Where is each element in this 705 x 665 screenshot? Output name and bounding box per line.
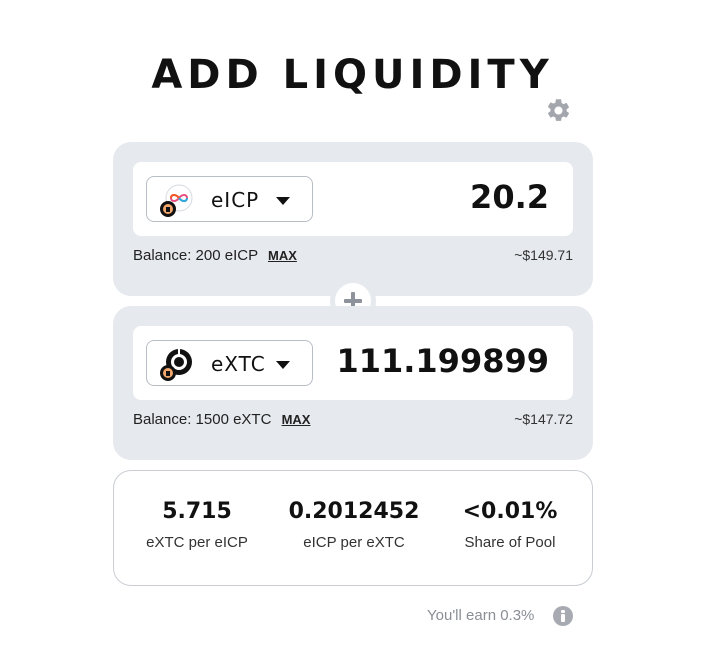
stat-label: Share of Pool [464, 534, 556, 551]
token-b-card: eXTC Balance: 1500 eXTC MAX ~$147.72 [113, 306, 593, 460]
stat-value: 0.2012452 [288, 499, 420, 524]
earn-fee-text: You'll earn 0.3% [427, 607, 535, 624]
token-b-input-row: eXTC [133, 326, 573, 400]
stat-rate-b: 0.2012452 eICP per eXTC [274, 499, 434, 551]
token-a-max-button[interactable]: MAX [267, 248, 297, 263]
token-a-balance: Balance: 200 eICP MAX [133, 247, 297, 264]
chevron-down-icon [276, 197, 290, 205]
token-a-usd-value: ~$149.71 [514, 247, 573, 263]
page-title: ADD LIQUIDITY [151, 52, 554, 98]
stat-value: 5.715 [162, 499, 232, 524]
pool-stats-panel: 5.715 eXTC per eICP 0.2012452 eICP per e… [113, 470, 593, 586]
info-icon[interactable] [553, 606, 573, 626]
token-a-select-button[interactable]: eICP [146, 176, 313, 222]
stat-label: eXTC per eICP [146, 534, 248, 551]
token-b-amount-input[interactable] [309, 342, 549, 380]
chevron-down-icon [276, 361, 290, 369]
icp-infinity-icon [160, 184, 193, 217]
stat-rate-a: 5.715 eXTC per eICP [117, 499, 277, 551]
stat-value: <0.01% [462, 499, 558, 524]
token-a-input-row: eICP [133, 162, 573, 236]
token-b-max-button[interactable]: MAX [281, 412, 311, 427]
token-a-balance-text: Balance: 200 eICP [133, 247, 258, 264]
xtc-circle-icon [160, 349, 192, 381]
token-b-select-button[interactable]: eXTC [146, 340, 313, 386]
token-a-amount-input[interactable] [309, 178, 549, 216]
token-b-balance-text: Balance: 1500 eXTC [133, 411, 272, 428]
token-a-card: eICP Balance: 200 eICP MAX ~$149.71 [113, 142, 593, 296]
token-b-symbol: eXTC [211, 352, 266, 376]
token-b-usd-value: ~$147.72 [514, 411, 573, 427]
stat-share-of-pool: <0.01% Share of Pool [430, 499, 590, 551]
gear-icon[interactable] [545, 97, 572, 124]
token-b-balance: Balance: 1500 eXTC MAX [133, 411, 310, 428]
token-a-symbol: eICP [211, 188, 260, 212]
stat-label: eICP per eXTC [303, 534, 405, 551]
